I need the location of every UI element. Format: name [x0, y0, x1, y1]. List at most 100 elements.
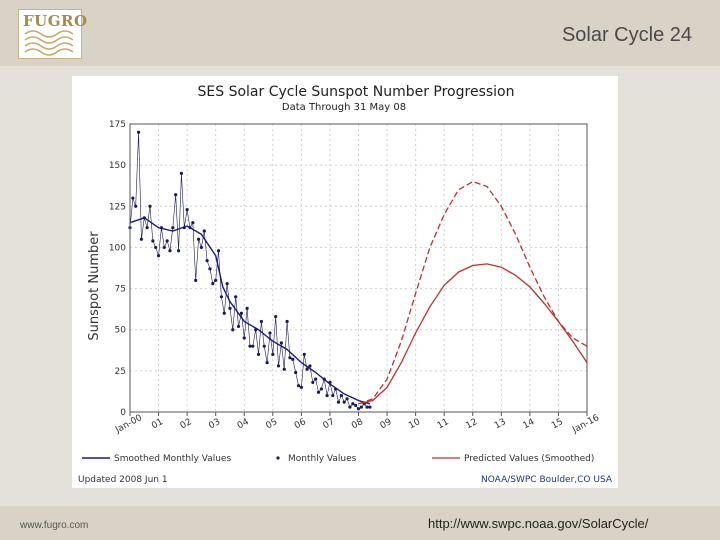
x-tick-label: 06 — [293, 417, 308, 431]
legend-label-predicted: Predicted Values (Smoothed) — [464, 454, 594, 464]
x-tick-label: 07 — [322, 417, 337, 431]
monthly-value-point — [299, 385, 303, 389]
x-tick-label: 10 — [407, 417, 422, 431]
monthly-value-point — [194, 278, 198, 282]
y-tick-label: 0 — [120, 408, 126, 418]
monthly-value-point — [245, 306, 249, 310]
monthly-value-point — [305, 367, 309, 371]
footer-website: www.fugro.com — [20, 520, 89, 531]
monthly-value-point — [251, 344, 255, 348]
monthly-value-point — [205, 258, 209, 263]
legend-swatch-monthly — [276, 456, 280, 460]
monthly-value-point — [179, 171, 184, 175]
grid-lines — [129, 123, 588, 416]
monthly-value-point — [325, 393, 329, 398]
monthly-value-point — [242, 336, 246, 340]
monthly-value-point — [191, 221, 195, 225]
monthly-value-point — [145, 226, 149, 230]
monthly-value-point — [154, 245, 158, 250]
x-tick-label: 12 — [464, 417, 479, 431]
monthly-value-point — [331, 393, 335, 398]
monthly-value-point — [176, 249, 181, 253]
monthly-value-point — [308, 364, 312, 368]
monthly-value-point — [196, 237, 201, 241]
logo-text: FUGRO — [23, 12, 88, 30]
monthly-value-point — [236, 324, 241, 329]
x-tick-label: 03 — [207, 417, 222, 431]
slide-title: Solar Cycle 24 — [561, 24, 692, 46]
fugro-logo: FUGRO — [18, 9, 87, 59]
monthly-value-point — [136, 130, 141, 134]
monthly-value-point — [268, 331, 272, 335]
x-tick-label: 15 — [550, 417, 565, 431]
monthly-value-point — [259, 319, 263, 324]
monthly-value-point — [151, 239, 155, 243]
monthly-value-point — [214, 278, 218, 282]
monthly-value-point — [188, 226, 192, 230]
slide-header: FUGRO Solar Cycle 24 — [0, 0, 720, 66]
slide-footer: www.fugro.com http://www.swpc.noaa.gov/S… — [0, 506, 720, 540]
monthly-value-point — [254, 328, 258, 332]
plot-frame — [129, 123, 588, 413]
y-tick-label: 175 — [109, 120, 126, 130]
x-tick-labels: Jan-00 01 02 03 04 05 06 07 08 09 10 11 12 13 14 15 Jan-… — [113, 413, 601, 436]
monthly-value-point — [262, 344, 266, 348]
monthly-value-point — [279, 341, 283, 345]
x-tick-label: 09 — [379, 417, 394, 431]
y-tick-label: 75 — [115, 285, 126, 295]
y-axis-label: Sunspot Number — [87, 231, 102, 341]
y-tick-label: 150 — [109, 161, 126, 171]
monthly-value-point — [356, 407, 361, 411]
monthly-value-point — [319, 387, 323, 391]
monthly-value-point — [185, 207, 189, 212]
monthly-value-point — [211, 282, 215, 286]
monthly-value-point — [288, 356, 292, 360]
chart-title: SES Solar Cycle Sunspot Number Progressi… — [198, 84, 515, 100]
monthly-value-point — [165, 239, 169, 243]
footer-source-url[interactable]: http://www.swpc.noaa.gov/SolarCycle/ — [428, 516, 649, 531]
x-tick-label: Jan-00 — [113, 413, 144, 436]
monthly-value-point — [282, 367, 286, 371]
monthly-value-point — [311, 380, 315, 384]
x-tick-label: 04 — [236, 417, 251, 431]
monthly-value-point — [234, 295, 238, 299]
monthly-value-point — [256, 352, 261, 356]
y-tick-labels: 0 25 50 75 100 125 150 175 — [109, 120, 126, 418]
monthly-value-point — [314, 377, 318, 381]
chart-panel: SES Solar Cycle Sunspot Number Progressi… — [72, 76, 618, 488]
logo-waves-icon — [24, 30, 74, 56]
monthly-value-point — [354, 403, 358, 408]
monthly-value-point — [216, 249, 221, 253]
y-tick-label: 25 — [115, 367, 126, 377]
monthly-value-point — [239, 311, 243, 315]
monthly-value-point — [168, 249, 172, 253]
y-tick-label: 125 — [109, 202, 126, 212]
monthly-value-point — [334, 387, 338, 391]
series-line-0 — [129, 217, 371, 405]
series-line-2 — [358, 180, 588, 405]
monthly-value-point — [219, 295, 223, 299]
x-tick-label: Jan-16 — [570, 413, 601, 436]
x-tick-label: 05 — [264, 417, 279, 431]
monthly-value-point — [322, 377, 326, 381]
monthly-value-point — [294, 370, 298, 375]
monthly-value-point — [339, 393, 343, 398]
monthly-value-point — [225, 282, 229, 286]
monthly-value-point — [359, 405, 363, 409]
x-tick-label: 02 — [179, 417, 194, 431]
chart-subtitle: Data Through 31 May 08 — [282, 102, 406, 113]
monthly-value-point — [336, 400, 341, 404]
monthly-value-point — [202, 229, 206, 233]
monthly-value-point — [276, 364, 281, 368]
monthly-value-point — [248, 344, 252, 348]
monthly-value-point — [222, 311, 226, 315]
monthly-value-point — [365, 405, 369, 409]
monthly-value-point — [342, 400, 346, 404]
monthly-value-point — [162, 245, 166, 250]
monthly-value-point — [131, 196, 135, 200]
source-note: NOAA/SWPC Boulder,CO USA — [481, 475, 613, 485]
monthly-value-point — [274, 314, 278, 319]
monthly-value-point — [182, 226, 186, 230]
monthly-value-point — [296, 384, 301, 388]
monthly-value-point — [231, 328, 235, 332]
